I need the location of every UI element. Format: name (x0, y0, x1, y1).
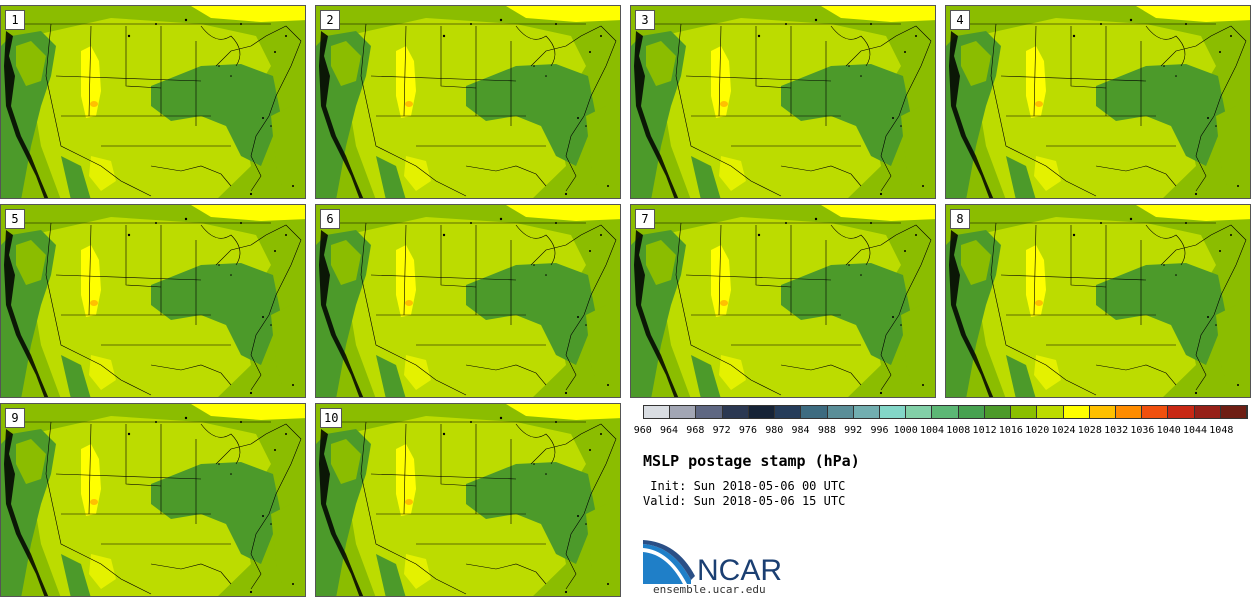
map-panel: 8 (945, 204, 1251, 398)
map-image (1, 205, 306, 398)
colorbar-swatch (1115, 406, 1143, 418)
colorbar-tick-label: 1044 (1182, 425, 1208, 436)
colorbar-swatch (1142, 406, 1169, 418)
colorbar-tick-label: 1020 (1025, 425, 1050, 436)
colorbar-tick-label: 992 (844, 425, 863, 436)
colorbar-swatch (1011, 406, 1038, 418)
colorbar-tick-label: 1012 (972, 425, 997, 436)
panel-label: 3 (635, 10, 655, 30)
site-url: ensemble.ucar.edu (653, 583, 766, 596)
colorbar-tick-label: 1016 (998, 425, 1023, 436)
colorbar-swatch (827, 406, 854, 418)
colorbar-ticks: 960 964 968 972 976 980 984 988 992 996 1000 1004 10… (632, 425, 1252, 439)
colorbar-swatch (1037, 406, 1064, 418)
init-time: Init: Sun 2018-05-06 00 UTC (643, 479, 846, 493)
colorbar-swatch (958, 406, 985, 418)
colorbar-swatch (644, 406, 671, 418)
colorbar-swatch (801, 406, 828, 418)
colorbar-tick-label: 1040 (1156, 425, 1181, 436)
map-image (316, 6, 621, 199)
ncar-logo: NCAR (643, 540, 782, 584)
colorbar-swatch (1063, 406, 1090, 418)
colorbar-tick-label: 972 (712, 425, 731, 436)
colorbar-swatch (1220, 406, 1248, 418)
map-image (316, 205, 621, 398)
map-panel: 10 (315, 403, 621, 597)
panel-label: 10 (320, 408, 343, 428)
colorbar-tick-label: 1028 (1077, 425, 1102, 436)
colorbar-swatch (853, 406, 880, 418)
colorbar-tick-label: 1048 (1209, 425, 1234, 436)
map-image (946, 6, 1251, 199)
map-panel: 9 (0, 403, 306, 597)
map-panel: 3 (630, 5, 936, 199)
valid-time: Valid: Sun 2018-05-06 15 UTC (643, 494, 846, 508)
map-image (1, 6, 306, 199)
panel-label: 6 (320, 209, 340, 229)
colorbar-tick-label: 1036 (1130, 425, 1155, 436)
map-image (316, 404, 621, 597)
map-panel: 5 (0, 204, 306, 398)
colorbar-tick-label: 1024 (1051, 425, 1076, 436)
colorbar-tick-label: 1000 (893, 425, 918, 436)
panel-label: 7 (635, 209, 655, 229)
colorbar-swatch (1168, 406, 1195, 418)
map-panel: 1 (0, 5, 306, 199)
panel-label: 2 (320, 10, 340, 30)
colorbar-swatch (1089, 406, 1116, 418)
colorbar-tick-label: 980 (765, 425, 784, 436)
colorbar-tick-label: 968 (686, 425, 705, 436)
logo-text: NCAR (697, 554, 782, 584)
panel-label: 8 (950, 209, 970, 229)
colorbar-swatch (775, 406, 802, 418)
colorbar-swatch (879, 406, 907, 418)
colorbar-tick-label: 1008 (946, 425, 971, 436)
panel-label: 4 (950, 10, 970, 30)
colorbar-tick-label: 996 (870, 425, 889, 436)
map-image (946, 205, 1251, 398)
colorbar-swatch (748, 406, 776, 418)
map-image (631, 6, 936, 199)
chart-title: MSLP postage stamp (hPa) (643, 452, 860, 470)
colorbar-swatch (1194, 406, 1221, 418)
panel-label: 1 (5, 10, 25, 30)
panel-label: 5 (5, 209, 25, 229)
map-panel: 7 (630, 204, 936, 398)
colorbar-swatch (670, 406, 697, 418)
map-image (1, 404, 306, 597)
colorbar-tick-label: 976 (738, 425, 757, 436)
colorbar-swatch (984, 406, 1012, 418)
map-image (631, 205, 936, 398)
colorbar-swatch (696, 406, 723, 418)
colorbar-swatch (906, 406, 933, 418)
colorbar-tick-label: 964 (660, 425, 679, 436)
colorbar-swatch (722, 406, 749, 418)
colorbar-tick-label: 1004 (919, 425, 945, 436)
colorbar-tick-label: 1032 (1104, 425, 1129, 436)
map-panel: 6 (315, 204, 621, 398)
map-panel: 2 (315, 5, 621, 199)
map-panel: 4 (945, 5, 1251, 199)
colorbar-swatch (932, 406, 959, 418)
panel-label: 9 (5, 408, 25, 428)
colorbar-tick-label: 960 (633, 425, 652, 436)
colorbar-tick-label: 988 (817, 425, 836, 436)
colorbar (643, 405, 1248, 419)
colorbar-tick-label: 984 (791, 425, 810, 436)
